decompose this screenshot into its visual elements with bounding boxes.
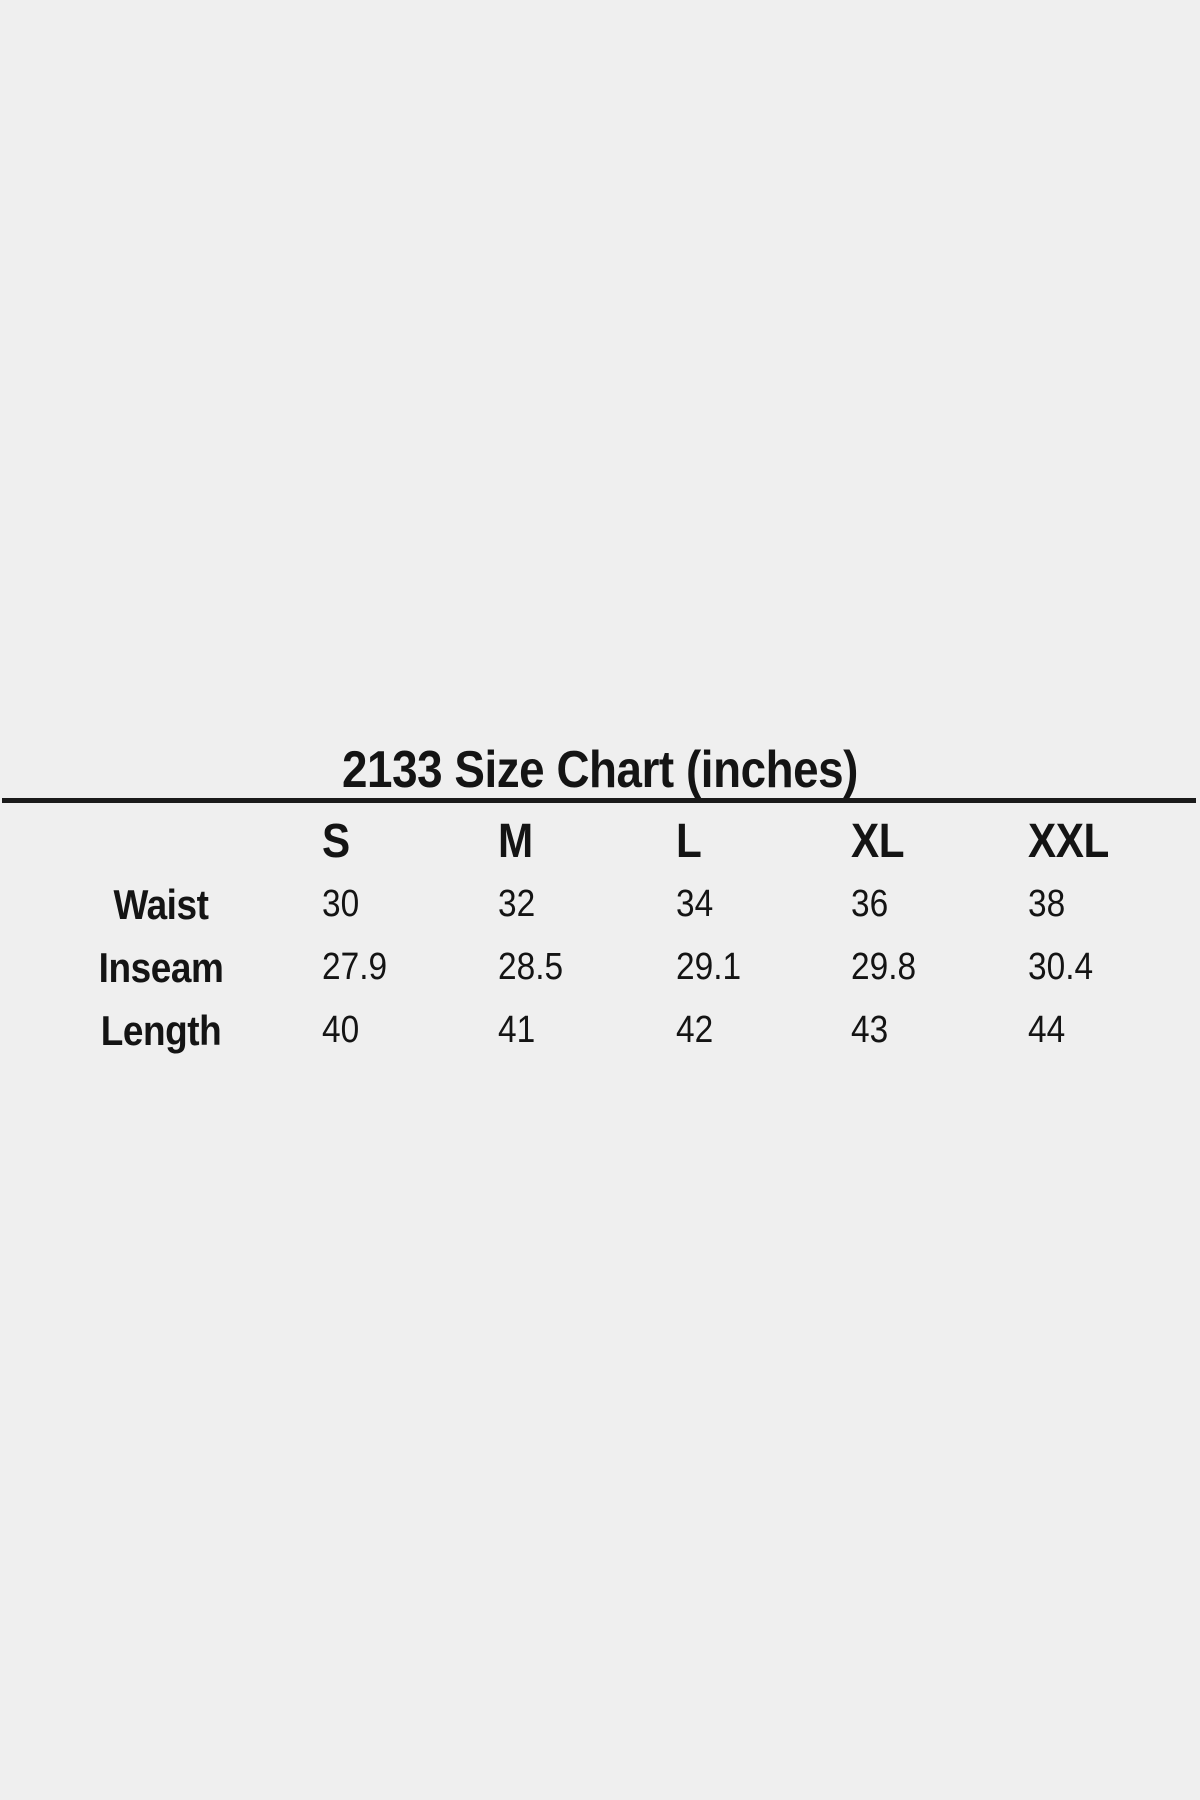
measurement-value-cell: 28.5	[498, 946, 564, 988]
measurement-value-cell: 29.8	[851, 946, 917, 988]
title-divider	[2, 798, 1196, 803]
measurement-value-cell: 32	[498, 883, 536, 925]
size-chart-title: 2133 Size Chart (inches)	[342, 741, 858, 799]
size-column-header: S	[322, 815, 350, 868]
size-column-header: XXL	[1028, 815, 1109, 868]
measurement-value-cell: 40	[322, 1009, 360, 1051]
measurement-value-cell: 27.9	[322, 946, 388, 988]
size-chart-table: S M L XL XXL Waist 30 32 34 36 38 Inseam 27.9 28.5 29.…	[0, 810, 1200, 1062]
measurement-value-cell: 44	[1028, 1009, 1066, 1051]
table-corner-cell	[19, 810, 302, 873]
measurement-row-label: Inseam	[98, 943, 224, 991]
measurement-value-cell: 41	[498, 1009, 536, 1051]
measurement-value-cell: 29.1	[676, 946, 742, 988]
measurement-value-cell: 34	[676, 883, 714, 925]
measurement-value-cell: 36	[851, 883, 889, 925]
size-column-header: M	[498, 815, 533, 868]
measurement-value-cell: 30	[322, 883, 360, 925]
measurement-value-cell: 43	[851, 1009, 889, 1051]
size-column-header: L	[676, 815, 702, 868]
measurement-row-label: Length	[100, 1006, 222, 1054]
measurement-value-cell: 38	[1028, 883, 1066, 925]
measurement-value-cell: 30.4	[1028, 946, 1094, 988]
size-column-header: XL	[851, 815, 905, 868]
measurement-value-cell: 42	[676, 1009, 714, 1051]
measurement-row-label: Waist	[113, 880, 209, 928]
